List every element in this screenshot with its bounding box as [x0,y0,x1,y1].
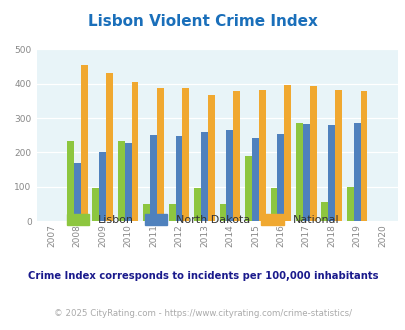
Bar [207,95,214,221]
Bar [353,123,360,221]
Bar [81,65,87,221]
Bar [117,142,124,221]
Bar [270,188,277,221]
Bar [346,187,353,221]
Bar [309,86,316,221]
Bar [194,188,200,221]
Bar [321,202,328,221]
Bar [277,134,283,221]
Bar [252,138,258,221]
Bar [284,85,290,221]
Bar [143,204,150,221]
Bar [150,135,157,221]
Bar [200,132,207,221]
Bar [245,155,252,221]
Text: © 2025 CityRating.com - https://www.cityrating.com/crime-statistics/: © 2025 CityRating.com - https://www.city… [54,309,351,318]
Bar [219,204,226,221]
Text: Lisbon Violent Crime Index: Lisbon Violent Crime Index [88,14,317,29]
Bar [168,204,175,221]
Bar [233,91,240,221]
Bar [175,136,182,221]
Bar [226,130,233,221]
Bar [124,143,131,221]
Bar [182,88,189,221]
Bar [74,163,81,221]
Bar [302,124,309,221]
Bar [131,82,138,221]
Bar [92,188,99,221]
Bar [106,73,113,221]
Bar [360,91,367,221]
Bar [328,125,335,221]
Text: Crime Index corresponds to incidents per 100,000 inhabitants: Crime Index corresponds to incidents per… [28,271,377,280]
Bar [157,88,164,221]
Bar [258,90,265,221]
Bar [335,90,341,221]
Bar [99,152,106,221]
Bar [67,142,74,221]
Bar [295,123,302,221]
Legend: Lisbon, North Dakota, National: Lisbon, North Dakota, National [66,214,339,225]
